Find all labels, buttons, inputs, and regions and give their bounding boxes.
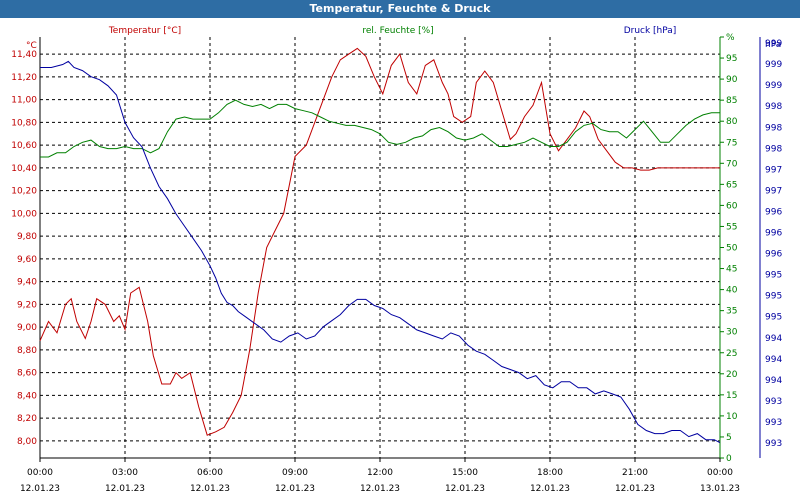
pressure-tick-label: 996	[765, 250, 782, 260]
humidity-tick-label: 75	[726, 138, 737, 148]
humidity-tick-label: 70	[726, 159, 738, 169]
pressure-tick-label: 993	[765, 418, 782, 428]
temperature-tick-label: 8,80	[17, 346, 37, 356]
humidity-axis-title: rel. Feuchte [%]	[362, 26, 433, 36]
humidity-tick-label: 45	[726, 265, 737, 275]
x-tick-date-label: 12.01.23	[615, 484, 655, 494]
pressure-axis-title: Druck [hPa]	[624, 26, 677, 36]
humidity-tick-label: 55	[726, 222, 737, 232]
pressure-tick-label: 997	[765, 165, 782, 175]
humidity-tick-label: 95	[726, 54, 737, 64]
temperature-axis-title: Temperatur [°C]	[108, 26, 181, 36]
pressure-line	[40, 60, 721, 444]
temperature-tick-label: 10,20	[11, 187, 37, 197]
humidity-tick-label: 30	[726, 328, 738, 338]
temperature-tick-label: 10,60	[11, 141, 37, 151]
humidity-tick-label: 10	[726, 412, 738, 422]
pressure-tick-label: 996	[765, 229, 782, 239]
temperature-tick-label: 10,40	[11, 164, 37, 174]
temperature-tick-label: 10,00	[11, 209, 37, 219]
pressure-tick-label: 995	[765, 313, 782, 323]
x-tick-date-label: 12.01.23	[360, 484, 400, 494]
pressure-tick-label: 994	[765, 376, 782, 386]
chart-title: Temperatur, Feuchte & Druck	[0, 0, 800, 18]
pressure-tick-label: 994	[765, 334, 782, 344]
x-tick-date-label: 12.01.23	[105, 484, 145, 494]
temperature-tick-label: 9,60	[17, 255, 37, 265]
plot-frame	[39, 36, 761, 462]
temperature-tick-label: 11,40	[11, 50, 37, 60]
humidity-tick-label: %	[726, 33, 735, 43]
x-tick-time-label: 00:00	[27, 468, 53, 478]
temperature-tick-label: 10,80	[11, 118, 37, 128]
temperature-tick-label: 8,00	[17, 437, 37, 447]
axis-labels: 8,00 8,20 8,40 8,60 8,80 9,00 9,20 9,40 9,60 9,80…	[11, 26, 782, 494]
temperature-tick-label: 9,20	[17, 300, 37, 310]
x-tick-time-label: 00:00	[707, 468, 733, 478]
x-tick-time-label: 21:00	[622, 468, 648, 478]
temperature-tick-label: 9,00	[17, 323, 37, 333]
humidity-tick-label: 65	[726, 180, 737, 190]
temperature-tick-label: 8,20	[17, 414, 37, 424]
humidity-tick-label: 20	[726, 370, 738, 380]
temperature-line	[39, 47, 720, 436]
humidity-tick-label: 50	[726, 244, 738, 254]
pressure-tick-label: 998	[765, 123, 782, 133]
x-tick-date-label: 12.01.23	[20, 484, 60, 494]
pressure-tick-label: 999	[765, 39, 782, 49]
temperature-unit-label: °C	[26, 41, 37, 51]
x-tick-time-label: 06:00	[197, 468, 223, 478]
humidity-tick-label: 25	[726, 349, 737, 359]
x-tick-date-label: 12.01.23	[190, 484, 230, 494]
humidity-line	[40, 99, 720, 158]
humidity-tick-label: 60	[726, 201, 738, 211]
grid	[39, 37, 721, 458]
humidity-tick-label: 35	[726, 307, 737, 317]
x-tick-date-label: 12.01.23	[530, 484, 570, 494]
humidity-tick-label: 90	[726, 75, 738, 85]
pressure-tick-label: 993	[765, 439, 782, 449]
pressure-tick-label: 995	[765, 271, 782, 281]
temperature-tick-label: 8,60	[17, 369, 37, 379]
x-tick-time-label: 12:00	[367, 468, 393, 478]
x-tick-time-label: 09:00	[282, 468, 308, 478]
humidity-tick-label: 40	[726, 286, 738, 296]
x-tick-date-label: 13.01.23	[700, 484, 740, 494]
humidity-tick-label: 85	[726, 96, 737, 106]
humidity-tick-label: 5	[726, 433, 732, 443]
temperature-tick-label: 11,00	[11, 96, 37, 106]
x-tick-date-label: 12.01.23	[445, 484, 485, 494]
temperature-tick-label: 11,20	[11, 73, 37, 83]
pressure-tick-label: 993	[765, 397, 782, 407]
x-tick-date-label: 12.01.23	[275, 484, 315, 494]
humidity-tick-label: 0	[726, 454, 732, 464]
pressure-tick-label: 994	[765, 355, 782, 365]
pressure-tick-label: 995	[765, 292, 782, 302]
humidity-tick-label: 80	[726, 117, 738, 127]
pressure-tick-label: hPa	[765, 40, 781, 50]
pressure-tick-label: 996	[765, 207, 782, 217]
temperature-tick-label: 8,40	[17, 391, 37, 401]
humidity-tick-label: 15	[726, 391, 737, 401]
pressure-tick-label: 997	[765, 186, 782, 196]
pressure-tick-label: 998	[765, 102, 782, 112]
temperature-tick-label: 9,80	[17, 232, 37, 242]
x-tick-time-label: 03:00	[112, 468, 138, 478]
x-tick-time-label: 15:00	[452, 468, 478, 478]
x-tick-time-label: 18:00	[537, 468, 563, 478]
pressure-tick-label: 998	[765, 144, 782, 154]
temperature-tick-label: 9,40	[17, 278, 37, 288]
series-group	[39, 47, 721, 444]
pressure-tick-label: 999	[765, 81, 782, 91]
pressure-tick-label: 999	[765, 60, 782, 70]
